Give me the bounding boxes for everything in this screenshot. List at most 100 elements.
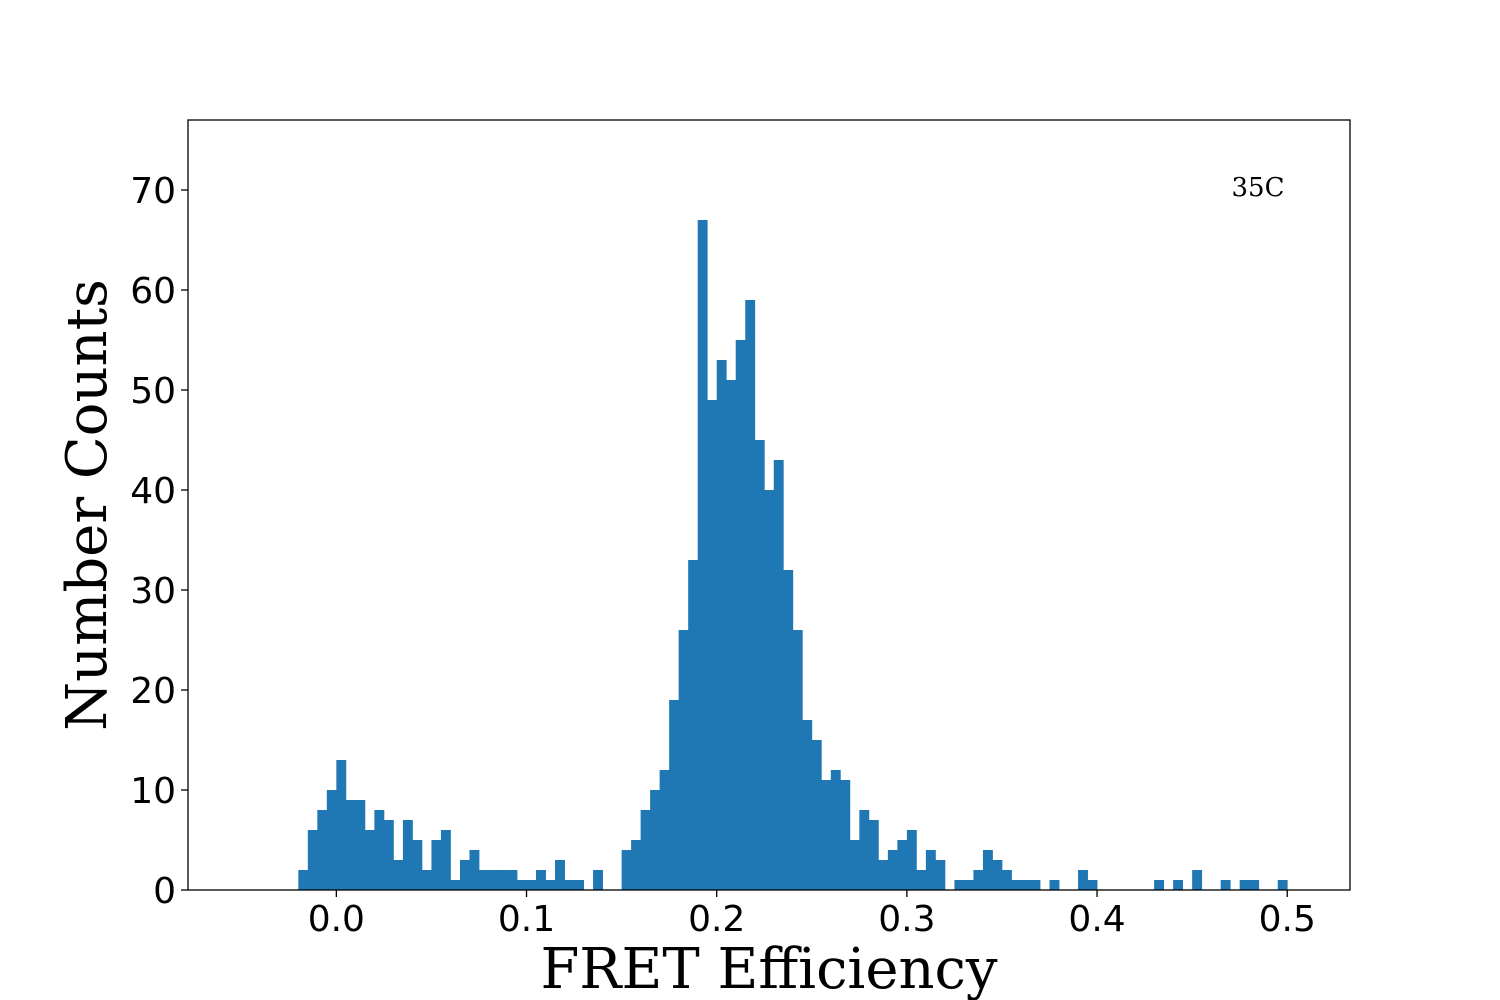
histogram-bar: [507, 870, 518, 890]
histogram-bar: [906, 830, 917, 890]
histogram-bar: [364, 830, 375, 890]
histogram-bar: [478, 870, 489, 890]
histogram-bar: [669, 700, 680, 890]
histogram-bar: [982, 850, 993, 890]
histogram-bar: [1030, 880, 1041, 890]
histogram-bar: [1239, 880, 1250, 890]
histogram-bar: [1020, 880, 1031, 890]
histogram-bar: [821, 780, 832, 890]
histogram-bar: [659, 770, 670, 890]
x-tick-label: 0.0: [308, 899, 365, 940]
histogram-bar: [897, 840, 908, 890]
histogram-bar: [783, 570, 794, 890]
histogram-bar: [745, 300, 756, 890]
histogram-bar: [298, 870, 309, 890]
histogram-bar: [868, 820, 879, 890]
histogram-bar: [526, 880, 537, 890]
histogram-bar: [459, 860, 470, 890]
histogram-bar: [678, 630, 689, 890]
histogram-bar: [1277, 880, 1288, 890]
histogram-bar: [621, 850, 632, 890]
histogram-bar: [450, 880, 461, 890]
histogram-bar: [469, 850, 480, 890]
histogram-bar: [488, 870, 499, 890]
histogram-bar: [925, 850, 936, 890]
histogram-bar: [355, 800, 366, 890]
histogram-bar: [792, 630, 803, 890]
y-tick-label: 50: [130, 371, 176, 412]
histogram-bar: [859, 810, 870, 890]
histogram-bar: [1078, 870, 1088, 890]
histogram-bar: [1249, 880, 1260, 890]
histogram-bar: [545, 880, 556, 890]
histogram-bar: [1001, 870, 1012, 890]
histogram-bar: [1154, 880, 1165, 890]
histogram-bar: [517, 880, 527, 890]
histogram-bar: [878, 860, 889, 890]
histogram-bar: [393, 860, 404, 890]
histogram-bar: [536, 870, 546, 890]
x-tick-label: 0.4: [1068, 899, 1125, 940]
histogram-bar: [650, 790, 661, 890]
histogram-bar: [564, 880, 575, 890]
x-axis: 0.0 0.1 0.2 0.3 0.4 0.5: [308, 890, 1316, 940]
histogram-bar: [1049, 880, 1060, 890]
histogram-bar: [307, 830, 318, 890]
y-tick-label: 0: [153, 871, 176, 912]
histogram-bar: [830, 770, 841, 890]
histogram-bar: [412, 840, 423, 890]
histogram-bar: [1087, 880, 1098, 890]
histogram-bar: [440, 830, 451, 890]
histogram-bar: [916, 870, 927, 890]
y-axis: 0 10 20 30 40 50 60 70: [130, 171, 188, 912]
histogram-bar: [688, 560, 699, 890]
histogram-bar: [431, 840, 442, 890]
histogram-bar: [707, 400, 718, 890]
histogram-bar: [802, 720, 813, 890]
histogram-bar: [840, 780, 851, 890]
histogram-bar: [640, 810, 651, 890]
histogram-bar: [726, 380, 737, 890]
histogram-bar: [374, 810, 385, 890]
histogram-bar: [631, 840, 642, 890]
condition-annotation: 35C: [1232, 173, 1285, 203]
x-axis-label: FRET Efficiency: [540, 937, 997, 1000]
y-tick-label: 10: [130, 771, 176, 812]
plot-frame: [187, 119, 1351, 891]
histogram-bar: [849, 840, 860, 890]
y-tick-label: 20: [130, 671, 176, 712]
histogram-bars: [298, 220, 1288, 890]
histogram-bar: [497, 870, 508, 890]
histogram-bar: [754, 440, 765, 890]
y-tick-label: 40: [130, 471, 176, 512]
histogram-bar: [735, 340, 746, 890]
histogram-bar: [555, 860, 565, 890]
histogram-bar: [811, 740, 822, 890]
y-tick-label: 70: [130, 171, 176, 212]
histogram-bar: [1011, 880, 1022, 890]
histogram-bar: [336, 760, 347, 890]
histogram-bar: [1220, 880, 1231, 890]
histogram-bar: [593, 870, 603, 890]
histogram-bar: [697, 220, 708, 890]
histogram-bar: [992, 860, 1003, 890]
histogram-bar: [1173, 880, 1184, 890]
histogram-bar: [935, 860, 946, 890]
histogram-bar: [402, 820, 413, 890]
histogram-bar: [764, 490, 775, 890]
histogram-bar: [326, 790, 337, 890]
histogram-bar: [716, 360, 727, 890]
histogram-bar: [574, 880, 584, 890]
y-tick-label: 60: [130, 271, 176, 312]
histogram-bar: [773, 460, 784, 890]
histogram-bar: [317, 810, 328, 890]
y-axis-label: Number Counts: [55, 279, 120, 731]
x-tick-label: 0.1: [498, 899, 555, 940]
histogram-bar: [963, 880, 974, 890]
histogram-bar: [345, 800, 356, 890]
x-tick-label: 0.3: [878, 899, 935, 940]
histogram-bar: [383, 820, 394, 890]
y-tick-label: 30: [130, 571, 176, 612]
histogram-bar: [421, 870, 432, 890]
